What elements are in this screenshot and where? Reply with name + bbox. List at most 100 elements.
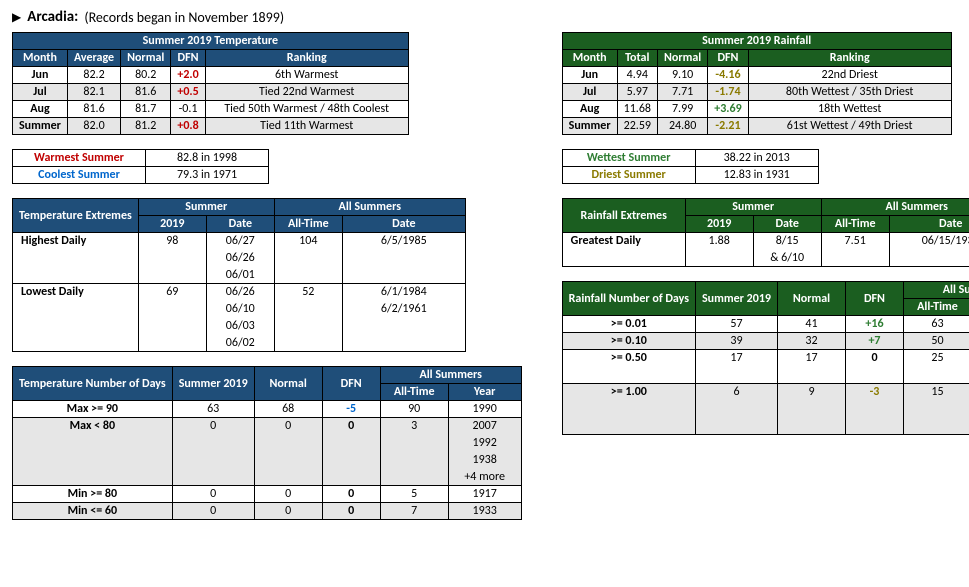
temp-days-h4: DFN (322, 367, 380, 401)
cell: 1990 (448, 401, 521, 418)
cell: 0 (254, 486, 322, 503)
rain-summary-table: Summer 2019 Rainfall MonthTotalNormalDFN… (562, 32, 952, 135)
cell (777, 418, 845, 435)
cell (13, 267, 139, 284)
cell: 82.0 (67, 118, 120, 135)
cell: 57 (696, 316, 778, 333)
rain-days-h2: Summer 2019 (696, 282, 778, 316)
cell (322, 452, 380, 469)
cell: Max >= 90 (13, 401, 173, 418)
table-row: & 6/10 (562, 250, 969, 267)
record-value: 79.3 in 1971 (146, 167, 269, 184)
cell: 1938 (448, 452, 521, 469)
cell (13, 469, 173, 486)
cell (903, 367, 969, 384)
cell: 7.99 (657, 101, 707, 118)
cell: 6/2/1961 (342, 301, 465, 318)
table-row: Highest Daily9806/271046/5/1985 (13, 233, 466, 250)
records-note: (Records began in November 1899) (84, 9, 284, 26)
cell (138, 335, 206, 352)
cell: 17 (696, 350, 778, 367)
cell: 81.7 (121, 101, 171, 118)
cell: & 6/10 (753, 250, 821, 267)
cell (172, 435, 254, 452)
cell: 82.2 (67, 67, 120, 84)
table-row: >= 1.0069-3152011 (562, 384, 969, 401)
cell (274, 335, 342, 352)
col-header: All-Time (274, 216, 342, 233)
cell: +3.69 (708, 101, 748, 118)
temp-days-h1: Temperature Number of Days (13, 367, 173, 401)
table-row: 1965 (562, 401, 969, 418)
cell: 81.6 (67, 101, 120, 118)
col-header: 2019 (685, 216, 753, 233)
cell: 06/03 (206, 318, 274, 335)
cell: +0.5 (171, 84, 205, 101)
cell: 9.10 (657, 67, 707, 84)
cell (845, 401, 903, 418)
cell (562, 367, 695, 384)
cell: Summer (562, 118, 617, 135)
cell: 06/02 (206, 335, 274, 352)
cell (696, 401, 778, 418)
table-row: >= 0.103932+7501962 (562, 333, 969, 350)
temp-days-sub-at: All-Time (380, 384, 448, 401)
cell (380, 452, 448, 469)
cell: 0 (172, 486, 254, 503)
cell: 69 (138, 284, 206, 301)
cell: -2.21 (708, 118, 748, 135)
col-header: Ranking (748, 50, 951, 67)
cell: Max < 80 (13, 418, 173, 435)
cell: 1933 (448, 503, 521, 520)
cell: 50 (903, 333, 969, 350)
cell (845, 367, 903, 384)
cell (562, 401, 695, 418)
cell: -0.1 (171, 101, 205, 118)
cell: 0 (254, 503, 322, 520)
cell: +4 more (448, 469, 521, 486)
cell: 63 (172, 401, 254, 418)
cell (274, 250, 342, 267)
col-header: Month (13, 50, 68, 67)
temp-days-h2: Summer 2019 (172, 367, 254, 401)
cell: 52 (274, 284, 342, 301)
cell: 9 (777, 384, 845, 401)
table-row: >= 0.015741+16631947 (562, 316, 969, 333)
table-row: 06/01 (13, 267, 466, 284)
cell (821, 250, 889, 267)
col-header: Ranking (205, 50, 408, 67)
table-row: 1938 (13, 452, 522, 469)
cell (13, 250, 139, 267)
cell: 39 (696, 333, 778, 350)
cell (342, 335, 465, 352)
cell: 7 (380, 503, 448, 520)
cell: 06/10 (206, 301, 274, 318)
table-row: 1945 (562, 418, 969, 435)
cell: 24.80 (657, 118, 707, 135)
cell (172, 452, 254, 469)
col-header: All-Time (821, 216, 889, 233)
cell: Aug (13, 101, 68, 118)
cell: 6/5/1985 (342, 233, 465, 250)
temp-days-h3: Normal (254, 367, 322, 401)
cell: 25 (903, 350, 969, 367)
record-row: Wettest Summer38.22 in 2013 (562, 150, 818, 167)
cell (322, 435, 380, 452)
rain-summary-caption: Summer 2019 Rainfall (562, 33, 951, 50)
cell: 80.2 (121, 67, 171, 84)
cell: 5 (380, 486, 448, 503)
cell (685, 250, 753, 267)
rain-days-h4: DFN (845, 282, 903, 316)
cell: Tied 11th Warmest (205, 118, 408, 135)
cell (696, 418, 778, 435)
cell (274, 318, 342, 335)
cell: -3 (845, 384, 903, 401)
cell: 61st Wettest / 49th Driest (748, 118, 951, 135)
record-value: 38.22 in 2013 (695, 150, 818, 167)
table-row: 06/02 (13, 335, 466, 352)
cell (903, 418, 969, 435)
title-row: ▶ Arcadia: (Records began in November 18… (12, 8, 957, 26)
cell: Tied 22nd Warmest (205, 84, 408, 101)
cell: 0 (322, 486, 380, 503)
cell: 17 (777, 350, 845, 367)
